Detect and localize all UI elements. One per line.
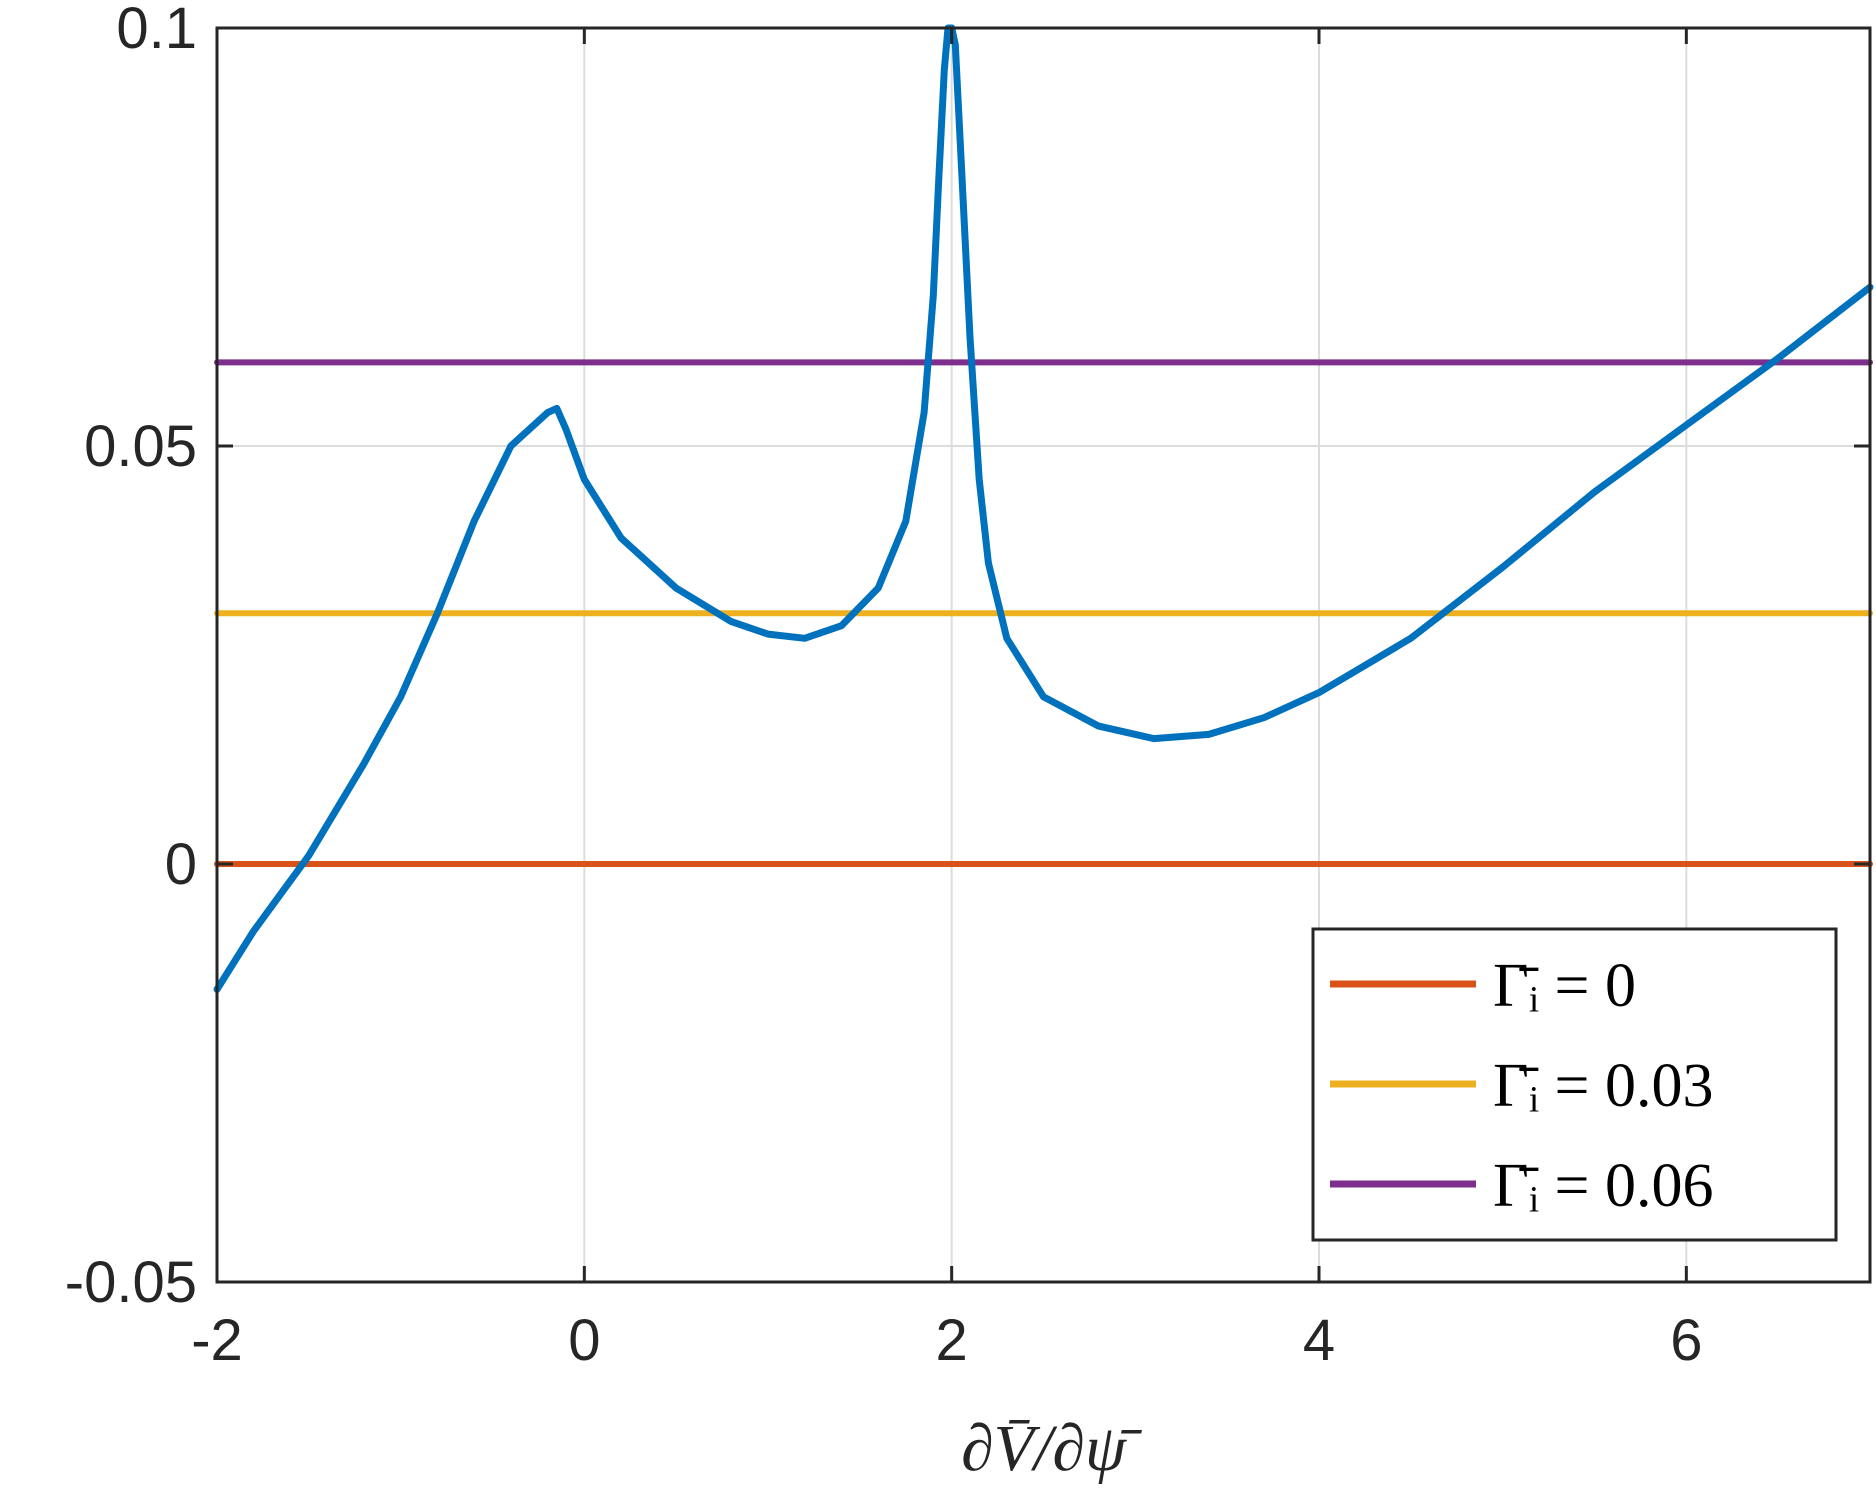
legend-label-1: Γ̄ᵢ = 0.03 — [1493, 1052, 1713, 1120]
x-axis-label: ∂V̄/∂ψ̄ — [961, 1412, 1143, 1485]
y-tick-label-2: 0.05 — [84, 414, 197, 479]
x-tick-labels: -2 0 2 4 6 — [191, 1308, 1702, 1373]
x-tick-label-0: -2 — [191, 1308, 243, 1373]
series-line-0 — [213, 24, 1874, 993]
series-lines — [213, 24, 1874, 993]
y-tick-label-3: 0.1 — [116, 0, 197, 61]
x-tick-label-4: 6 — [1670, 1308, 1702, 1373]
axes-box — [215, 26, 1872, 1284]
tick-marks — [215, 26, 1870, 1284]
legend-label-2: Γ̄ᵢ = 0.06 — [1493, 1152, 1713, 1220]
y-tick-label-1: 0 — [165, 832, 197, 897]
x-tick-label-3: 4 — [1303, 1308, 1335, 1373]
y-tick-labels: -0.05 0 0.05 0.1 — [65, 0, 197, 1315]
x-tick-label-2: 2 — [936, 1308, 968, 1373]
x-tick-label-1: 0 — [568, 1308, 600, 1373]
legend-label-0: Γ̄ᵢ = 0 — [1493, 952, 1636, 1020]
y-tick-label-0: -0.05 — [65, 1250, 197, 1315]
legend: Γ̄ᵢ = 0 Γ̄ᵢ = 0.03 Γ̄ᵢ = 0.06 — [1311, 927, 1838, 1242]
